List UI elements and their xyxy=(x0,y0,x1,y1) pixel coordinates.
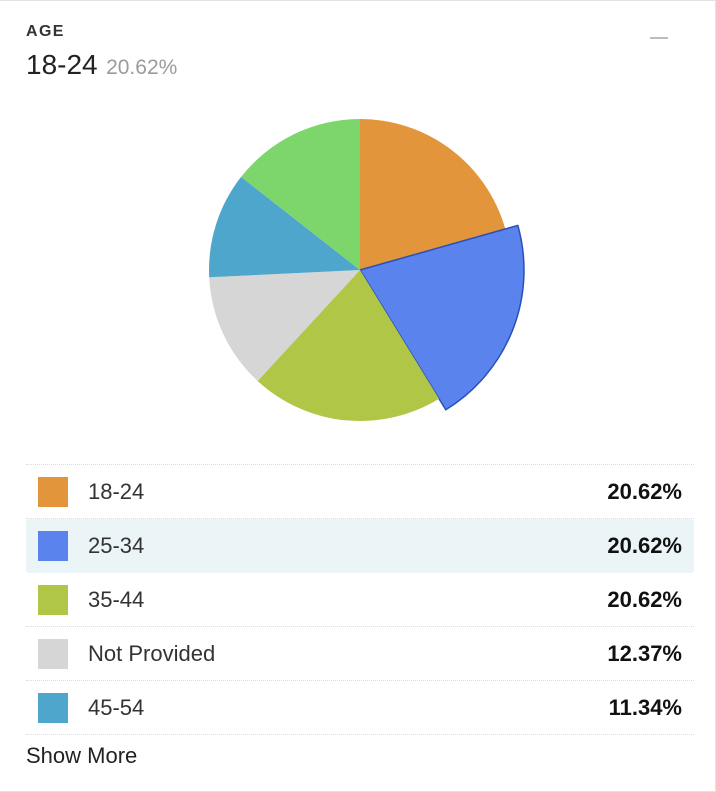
widget-heading: AGE xyxy=(26,23,65,40)
legend-row-not-provided[interactable]: Not Provided 12.37% xyxy=(26,627,694,681)
legend-row-45-54[interactable]: 45-54 11.34% xyxy=(26,681,694,735)
show-more-link[interactable]: Show More xyxy=(26,743,138,768)
legend-swatch xyxy=(38,476,68,507)
pie-slice-other[interactable] xyxy=(241,119,360,270)
legend-swatch xyxy=(38,530,68,561)
legend-value: 11.34% xyxy=(608,694,682,720)
legend-value: 20.62% xyxy=(607,586,682,612)
legend-label: 18-24 xyxy=(88,478,145,504)
selected-percentage: 20.62% xyxy=(106,56,178,79)
pie-chart xyxy=(209,119,525,421)
pie-slice-35-44[interactable] xyxy=(257,270,439,421)
legend-label: 35-44 xyxy=(88,586,145,612)
legend-row-25-34[interactable]: 25-34 20.62% xyxy=(26,519,694,573)
minimize-icon[interactable] xyxy=(650,37,668,39)
legend-value: 20.62% xyxy=(607,532,682,558)
legend-value: 12.37% xyxy=(607,640,682,666)
legend-row-18-24[interactable]: 18-24 20.62% xyxy=(26,465,694,519)
legend-label: Not Provided xyxy=(88,640,216,666)
legend-swatch xyxy=(38,638,68,669)
legend-row-35-44[interactable]: 35-44 20.62% xyxy=(26,573,694,627)
legend-label: 45-54 xyxy=(88,694,145,720)
pie-slice-25-34[interactable] xyxy=(358,224,525,411)
pie-slice-45-54[interactable] xyxy=(209,176,360,278)
selected-category: 18-24 xyxy=(26,49,98,80)
legend-value: 20.62% xyxy=(607,478,682,504)
pie-slice-not-provided[interactable] xyxy=(209,270,360,381)
legend-label: 25-34 xyxy=(88,532,145,558)
selected-summary: 18-24 20.62% xyxy=(26,49,177,81)
legend-swatch xyxy=(38,692,68,723)
pie-slice-18-24[interactable] xyxy=(360,119,506,270)
legend-list: 18-24 20.62% 25-34 20.62% 35-44 20.62% N… xyxy=(26,464,694,735)
legend-swatch xyxy=(38,584,68,615)
